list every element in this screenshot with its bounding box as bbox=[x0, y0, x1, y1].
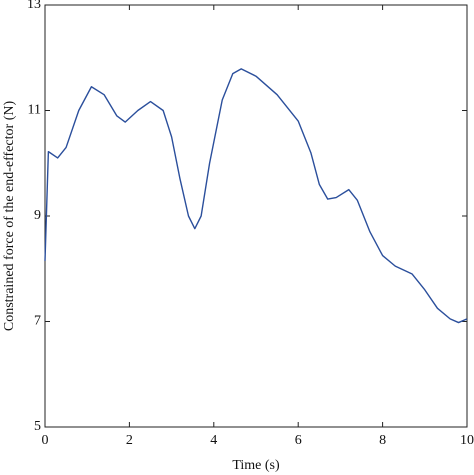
y-axis-label: Constrained force of the end-effector (N… bbox=[2, 101, 17, 332]
x-axis-label: Time (s) bbox=[232, 458, 280, 473]
x-tick-label: 6 bbox=[295, 433, 302, 448]
x-tick-label: 2 bbox=[126, 433, 133, 448]
y-tick-label: 5 bbox=[34, 419, 41, 434]
x-tick-label: 0 bbox=[42, 433, 49, 448]
x-tick-label: 10 bbox=[460, 433, 474, 448]
y-tick-label: 11 bbox=[28, 103, 41, 118]
y-tick-label: 9 bbox=[34, 208, 41, 223]
x-tick-label: 4 bbox=[210, 433, 217, 448]
y-tick-label: 13 bbox=[27, 0, 41, 12]
y-tick-label: 7 bbox=[34, 314, 41, 329]
x-tick-label: 8 bbox=[379, 433, 386, 448]
data-line bbox=[44, 68, 468, 324]
plot-frame bbox=[44, 4, 468, 428]
